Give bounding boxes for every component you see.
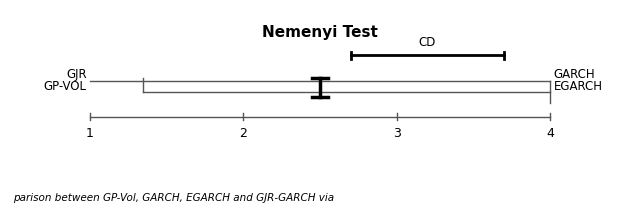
- Text: CD: CD: [419, 36, 436, 49]
- Text: EGARCH: EGARCH: [554, 79, 602, 92]
- Text: 3: 3: [393, 126, 401, 140]
- Text: 4: 4: [547, 126, 554, 140]
- Text: Nemenyi Test: Nemenyi Test: [262, 24, 378, 39]
- Text: GJR: GJR: [66, 68, 86, 81]
- Text: 2: 2: [239, 126, 247, 140]
- Text: parison between GP-Vol, GARCH, EGARCH and GJR-GARCH via: parison between GP-Vol, GARCH, EGARCH an…: [13, 192, 334, 202]
- Text: 1: 1: [86, 126, 93, 140]
- Text: GP-VOL: GP-VOL: [44, 79, 86, 92]
- Text: GARCH: GARCH: [554, 68, 595, 81]
